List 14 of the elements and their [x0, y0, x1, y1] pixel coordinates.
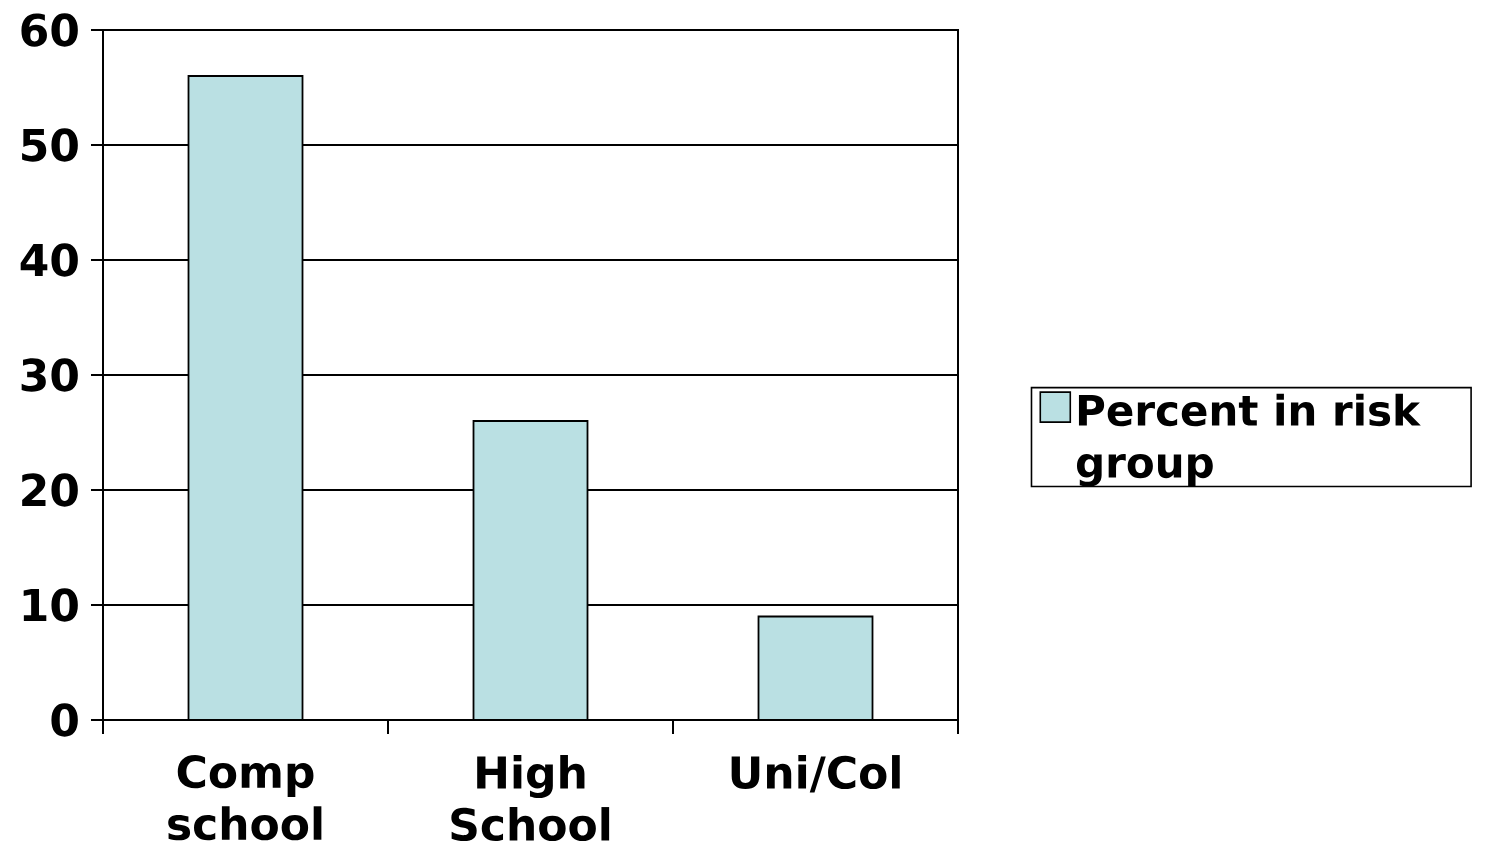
y-tick-label: 60 — [21, 13, 78, 47]
x-tick-label: Comp school — [168, 755, 322, 841]
x-tick-label: High School — [451, 755, 610, 842]
bar — [472, 420, 589, 720]
legend-label: Percent in risk group — [1076, 393, 1421, 487]
y-tick-label: 40 — [20, 243, 78, 277]
bar — [757, 615, 874, 720]
y-tick-label: 20 — [22, 473, 78, 507]
bar — [187, 75, 304, 720]
x-tick-label: Uni/Col — [731, 755, 900, 793]
y-tick-label: 50 — [22, 128, 78, 162]
y-tick-label: 0 — [51, 703, 78, 737]
y-tick-label: 30 — [21, 358, 78, 392]
y-tick-label: 10 — [23, 588, 78, 622]
